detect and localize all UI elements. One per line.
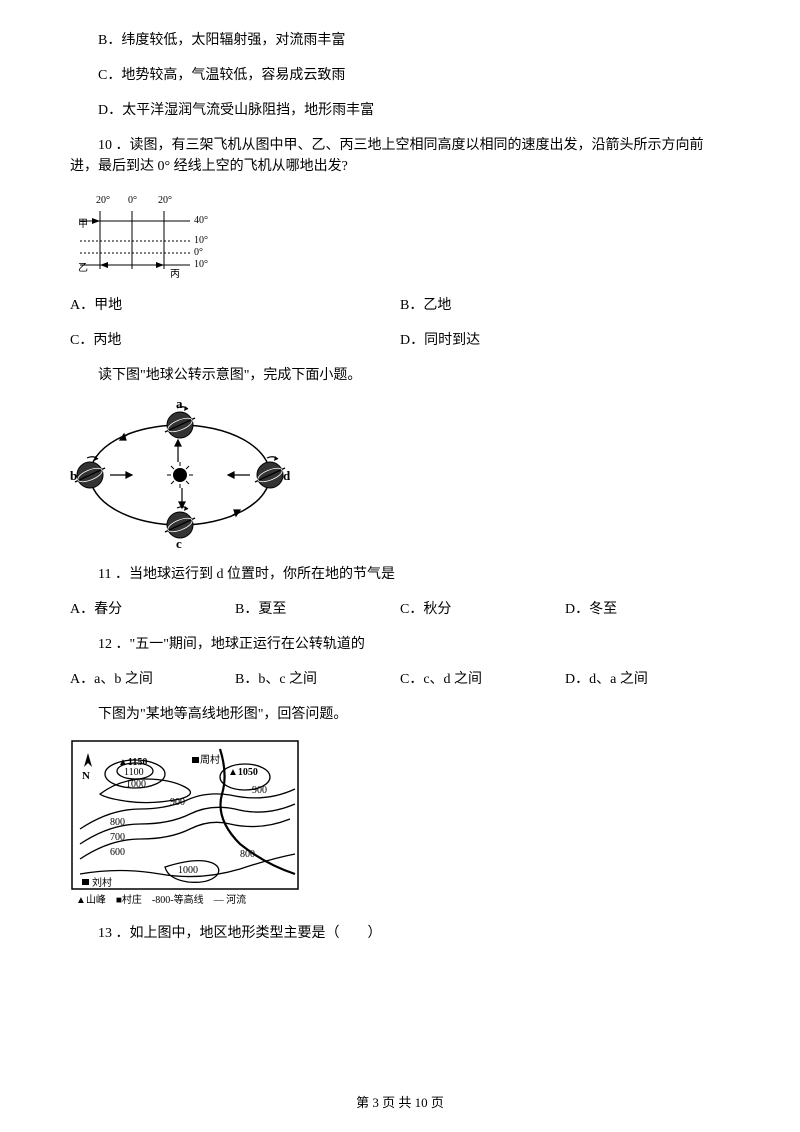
- contour-figure: N ▲1150: [70, 739, 730, 909]
- q12-option-d: D．d、a 之间: [565, 669, 730, 690]
- q10-label-bing: 丙: [170, 269, 180, 280]
- q11-option-c: C．秋分: [400, 599, 565, 620]
- q12-option-a: A．a、b 之间: [70, 669, 235, 690]
- page-footer: 第 3 页 共 10 页: [0, 1093, 800, 1113]
- q10-lon-mid: 0°: [128, 195, 137, 206]
- q10-label-yi: 乙: [78, 262, 88, 274]
- q10-option-a: A．甲地: [70, 295, 400, 316]
- q10-lat-10a: 10°: [194, 235, 208, 246]
- option-d-text: D．太平洋湿润气流受山脉阻挡，地形雨丰富: [70, 100, 730, 121]
- lead-contour: 下图为"某地等高线地形图"，回答问题。: [70, 704, 730, 725]
- q10-stem: 10 ．读图，有三架飞机从图中甲、乙、丙三地上空相同高度以相同的速度出发，沿箭头…: [70, 135, 730, 177]
- q13-stem: 13 ．如上图中，地区地形类型主要是（ ）: [70, 923, 730, 944]
- contour-legend: ▲山峰 ■村庄 -800-等高线 — 河流: [76, 893, 246, 906]
- q10-option-c: C．丙地: [70, 330, 400, 351]
- option-b-text: B．纬度较低，太阳辐射强，对流雨丰富: [70, 30, 730, 51]
- q11-option-d: D．冬至: [565, 599, 730, 620]
- option-c-text: C．地势较高，气温较低，容易成云致雨: [70, 65, 730, 86]
- q10-option-d: D．同时到达: [400, 330, 730, 351]
- orbit-label-b: b: [70, 468, 77, 483]
- q10-label-jia: 甲: [78, 219, 88, 230]
- contour-1000b: 1000: [178, 865, 198, 876]
- q10-lat-10b: 10°: [194, 259, 208, 270]
- contour-1000a: 1000: [126, 779, 146, 790]
- orbit-label-d: d: [283, 468, 290, 483]
- orbit-label-c: c: [176, 536, 182, 550]
- q12-option-b: B．b、c 之间: [235, 669, 400, 690]
- contour-n-label: N: [82, 770, 90, 782]
- q10-lat-40: 40°: [194, 215, 208, 226]
- contour-1100: 1100: [124, 767, 144, 778]
- contour-800: 800: [110, 817, 125, 828]
- orbit-figure: a b c d: [70, 400, 730, 550]
- contour-600: 600: [110, 847, 125, 858]
- q10-lon-left: 20°: [96, 195, 110, 206]
- q10-option-b: B．乙地: [400, 295, 730, 316]
- contour-900a: 900: [252, 785, 267, 796]
- q11-stem: 11 ．当地球运行到 d 位置时，你所在地的节气是: [70, 564, 730, 585]
- q10-lon-right: 20°: [158, 195, 172, 206]
- q12-option-c: C．c、d 之间: [400, 669, 565, 690]
- contour-peak2: ▲1050: [228, 767, 258, 778]
- q10-lat-0: 0°: [194, 247, 203, 258]
- q11-option-b: B．夏至: [235, 599, 400, 620]
- contour-700: 700: [110, 832, 125, 843]
- q11-option-a: A．春分: [70, 599, 235, 620]
- lead-orbit: 读下图"地球公转示意图"，完成下面小题。: [70, 365, 730, 386]
- q12-stem: 12 ．"五一"期间，地球正运行在公转轨道的: [70, 634, 730, 655]
- contour-800b: 800: [240, 849, 255, 860]
- q10-figure: 20° 0° 20° 40° 10° 0° 10° 甲 乙 丙: [70, 191, 730, 281]
- contour-900b: 900: [170, 797, 185, 808]
- contour-vil1: 周村: [200, 753, 220, 766]
- contour-vil2: 刘村: [92, 876, 112, 889]
- orbit-label-a: a: [176, 400, 183, 411]
